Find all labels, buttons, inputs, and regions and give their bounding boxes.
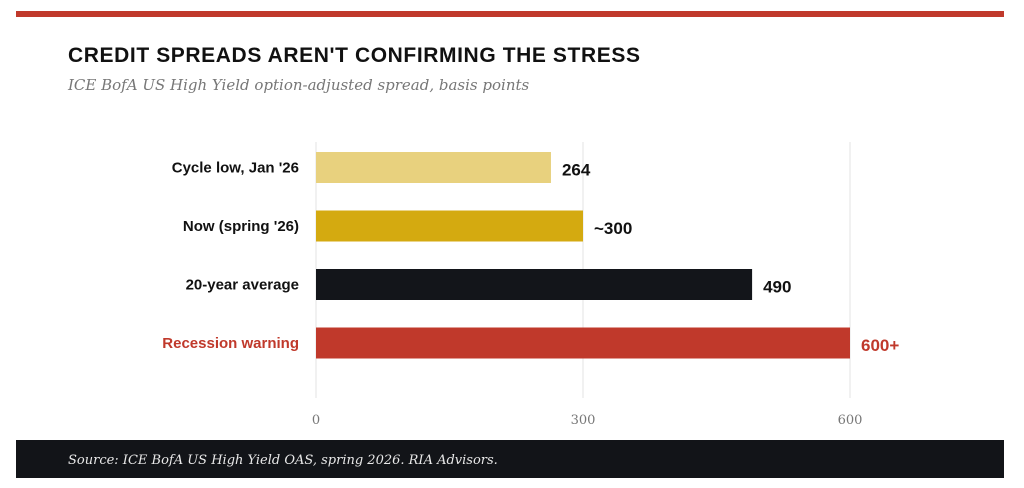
category-label: 20-year average — [186, 277, 299, 294]
x-tick-label: 300 — [571, 413, 596, 428]
x-tick-label: 600 — [838, 413, 863, 428]
data-label: 490 — [763, 278, 791, 297]
data-label: 264 — [562, 161, 591, 180]
chart-subtitle: ICE BofA US High Yield option-adjusted s… — [68, 76, 530, 94]
data-label: ~300 — [594, 219, 632, 238]
bar — [316, 269, 753, 300]
bar — [316, 152, 551, 183]
source-text: Source: ICE BofA US High Yield OAS, spri… — [68, 453, 498, 468]
x-tick-label: 0 — [312, 413, 320, 428]
chart-title: CREDIT SPREADS AREN'T CONFIRMING THE STR… — [68, 44, 641, 67]
bar — [316, 210, 583, 242]
top-accent-bar — [16, 11, 1004, 17]
bar-chart: 0 300 600 Cycle low, Jan '26 264 Now (spring … — [162, 142, 899, 428]
source-footer: Source: ICE BofA US High Yield OAS, spri… — [16, 440, 1004, 478]
bar — [316, 327, 850, 359]
category-label: Now (spring '26) — [183, 218, 299, 235]
category-label: Recession warning — [162, 335, 299, 352]
category-label: Cycle low, Jan '26 — [172, 160, 299, 177]
data-label: 600+ — [861, 336, 899, 355]
